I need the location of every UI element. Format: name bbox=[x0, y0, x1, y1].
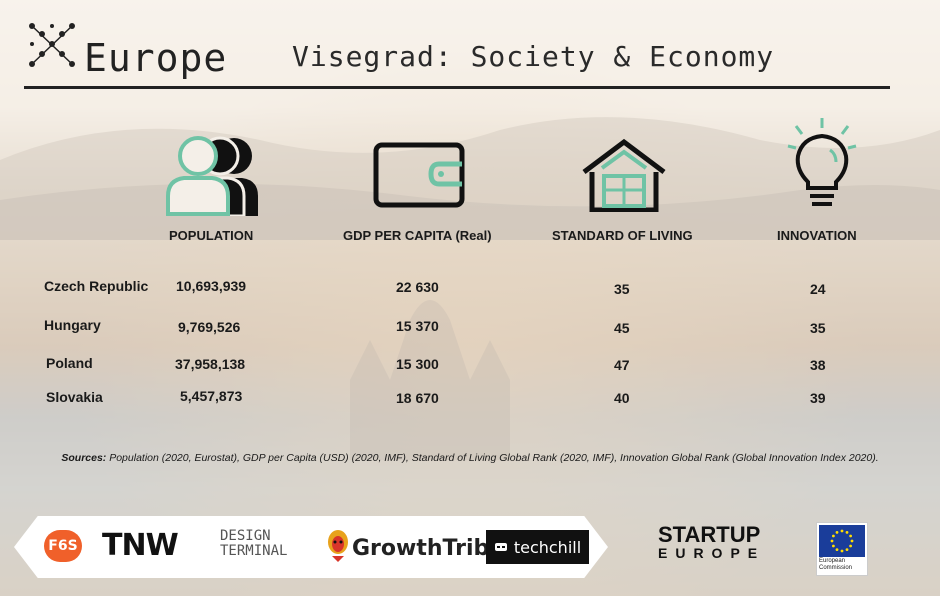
population-value: 5,457,873 bbox=[180, 388, 243, 404]
x-logo-icon bbox=[29, 23, 75, 67]
standard-of-living-value: 40 bbox=[614, 390, 630, 406]
growthtribe-logo[interactable]: GrowthTribe bbox=[352, 536, 505, 561]
column-header-gdp: GDP PER CAPITA (Real) bbox=[343, 228, 492, 243]
innovation-value: 39 bbox=[810, 390, 826, 406]
startup-europe-logo[interactable]: STARTUP bbox=[658, 522, 761, 547]
country-label: Hungary bbox=[44, 317, 101, 333]
country-label: Poland bbox=[46, 355, 93, 371]
startup-europe-subtitle: EUROPE bbox=[658, 545, 766, 561]
innovation-value: 24 bbox=[810, 281, 826, 297]
header: Europe Visegrad: Society & Economy bbox=[0, 0, 940, 100]
gdp-value: 15 300 bbox=[396, 356, 439, 372]
standard-of-living-value: 47 bbox=[614, 357, 630, 373]
population-value: 10,693,939 bbox=[176, 278, 247, 294]
sources-note: Sources: Population (2020, Eurostat), GD… bbox=[60, 451, 880, 466]
population-value: 37,958,138 bbox=[175, 356, 246, 372]
lightbulb-icon bbox=[787, 118, 857, 206]
header-divider bbox=[24, 86, 890, 89]
population-icon bbox=[166, 136, 258, 216]
techchill-logo[interactable]: techchill bbox=[486, 530, 589, 564]
country-label: Slovakia bbox=[46, 389, 103, 405]
gdp-value: 18 670 bbox=[396, 390, 439, 406]
growthtribe-mask-icon bbox=[328, 530, 348, 562]
design-terminal-logo[interactable]: DESIGN TERMINAL bbox=[220, 528, 288, 559]
european-commission-logo[interactable]: European Commission bbox=[816, 522, 868, 576]
eu-label: European Commission bbox=[819, 558, 853, 571]
population-value: 9,769,526 bbox=[178, 319, 241, 335]
brand-name: Europe bbox=[84, 36, 228, 80]
column-header-innovation: INNOVATION bbox=[777, 228, 857, 243]
country-label: Czech Republic bbox=[44, 278, 149, 294]
sources-text: Population (2020, Eurostat), GDP per Cap… bbox=[106, 452, 879, 464]
standard-of-living-value: 35 bbox=[614, 281, 630, 297]
innovation-value: 35 bbox=[810, 320, 826, 336]
innovation-value: 38 bbox=[810, 357, 826, 373]
tnw-logo[interactable]: TNW bbox=[102, 528, 179, 563]
column-header-standard-of-living: STANDARD OF LIVING bbox=[552, 228, 693, 243]
gdp-value: 22 630 bbox=[396, 279, 439, 295]
page-title: Visegrad: Society & Economy bbox=[292, 40, 775, 73]
techchill-icon bbox=[494, 543, 507, 551]
sources-label: Sources: bbox=[61, 452, 107, 464]
eu-flag-icon bbox=[819, 525, 865, 557]
wallet-icon bbox=[373, 142, 465, 208]
column-header-population: POPULATION bbox=[169, 228, 254, 243]
techchill-label: techchill bbox=[513, 537, 582, 557]
standard-of-living-value: 45 bbox=[614, 320, 630, 336]
f6s-logo[interactable]: F6S bbox=[44, 530, 82, 562]
house-icon bbox=[582, 138, 666, 212]
gdp-value: 15 370 bbox=[396, 318, 439, 334]
